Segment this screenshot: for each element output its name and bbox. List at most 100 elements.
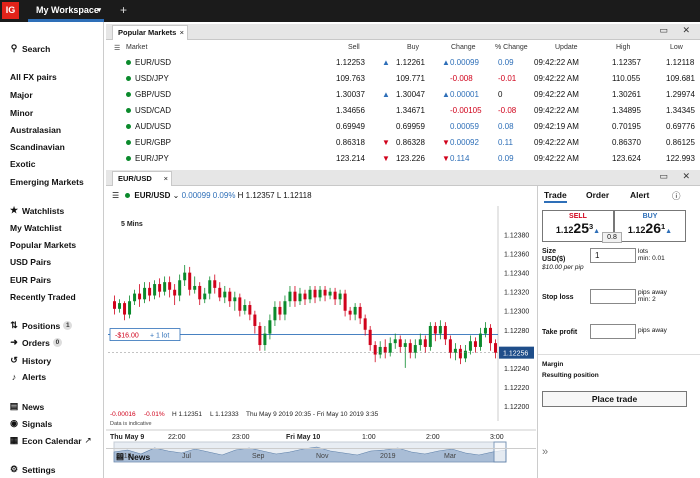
add-workspace-button[interactable]: + [120,3,128,17]
news-label: News [128,452,151,462]
ig-logo: IG [2,2,19,19]
table-row[interactable]: USD/CAD 1.34656 1.34671 -0.00105 -0.08 09:42:… [106,104,699,120]
menu-icon[interactable]: ☰ [114,45,121,52]
chart-instrument[interactable]: EUR/USD [134,191,171,200]
sidebar-item-australasian[interactable]: Australasian [10,125,62,135]
candle-body [358,306,362,319]
col-market[interactable]: Market [126,44,148,51]
bell-icon: ♪ [11,372,17,382]
sidebar-item-all-fx[interactable]: All FX pairs [10,72,57,82]
low-value: 0.86125 [666,138,695,147]
position-label-box [109,328,181,341]
tab-eurusd[interactable]: EUR/USD × [112,171,172,186]
workspace-tab[interactable]: My Workspace ▾ [28,0,104,22]
high-value: 110.055 [612,74,641,83]
navigator-label: 2019 [380,453,396,460]
gear-icon: ⚙ [9,464,19,474]
take-profit-unit[interactable]: pips away [638,327,667,334]
sidebar-positions[interactable]: ⇅ Positions 1 [9,320,73,331]
sidebar-item-major[interactable]: Major [10,90,33,100]
news-bar[interactable]: ▤ News [106,448,536,464]
sidebar-news[interactable]: ▤ News [9,401,45,412]
sidebar-item-my-watchlist[interactable]: My Watchlist [10,223,62,233]
sidebar-signals[interactable]: ◉ Signals [10,418,53,429]
time-axis-label: 1:00 [362,434,376,441]
market-name: USD/CAD [126,106,171,115]
candle-body [493,343,497,353]
candle-body [143,287,147,300]
footer-pct: -0.01% [144,411,165,418]
sidebar-alerts[interactable]: ♪ Alerts [9,372,46,382]
table-row[interactable]: EUR/JPY 123.214 ▼ 123.226 ▼ 0.114 0.09 09:42:22… [106,152,699,168]
col-high[interactable]: High [616,44,631,51]
candle-body [383,346,387,353]
sell-price: 1.12253 [336,58,365,67]
sidebar-history[interactable]: ↺ History [10,355,52,366]
close-icon[interactable]: × [163,174,168,183]
stop-loss-unit[interactable]: pips away min: 2 [638,289,667,303]
y-tick-label: 1.12380 [504,233,529,240]
time-axis-label: 22:00 [168,434,186,441]
sidebar-item-emerging[interactable]: Emerging Markets [10,177,84,187]
chart-panel-header: EUR/USD × ▭ ✕ [106,170,700,186]
sidebar-orders[interactable]: ➜ Orders 0 [9,337,62,348]
menu-icon[interactable]: ☰ [112,191,120,200]
col-low[interactable]: Low [670,44,683,51]
table-row[interactable]: AUD/USD 0.69949 0.69959 0.00059 0.08 09:42:19… [106,120,699,136]
market-name: AUD/USD [126,122,171,131]
table-row[interactable]: EUR/GBP 0.86318 ▼ 0.86328 ▼ 0.00092 0.11 09:42:… [106,136,699,152]
take-profit-input[interactable] [590,324,636,339]
candle-body [253,314,257,326]
col-change[interactable]: Change [451,44,476,51]
table-row[interactable]: USD/JPY 109.763 109.771 -0.008 -0.01 09:42:22… [106,72,699,88]
y-tick-label: 1.12280 [504,328,529,335]
candle-body [393,339,397,344]
place-trade-button[interactable]: Place trade [542,391,687,407]
close-icon[interactable]: × [179,28,184,37]
sidebar-settings[interactable]: ⚙ Settings [9,464,56,475]
col-buy[interactable]: Buy [407,44,420,51]
table-row[interactable]: GBP/USD 1.30037 ▲ 1.30047 ▲ 0.00001 0 09:42:22 … [106,88,699,104]
table-row[interactable]: EUR/USD 1.12253 ▲ 1.12261 ▲ 0.00099 0.09 09:42:… [106,56,699,72]
stop-loss-input[interactable] [590,289,636,304]
window-buttons[interactable]: ▭ ✕ [659,25,696,35]
sidebar-item-exotic[interactable]: Exotic [10,159,36,169]
y-tick-label: 1.12360 [504,252,529,259]
expand-icon[interactable]: » [542,446,549,458]
sidebar-item-usd-pairs[interactable]: USD Pairs [10,257,52,267]
candle-body [413,345,417,353]
window-buttons[interactable]: ▭ ✕ [659,171,696,181]
buy-price: 1.34671 [396,106,425,115]
sidebar-search[interactable]: ⚲ Search [10,43,51,54]
update-time: 09:42:22 AM [534,74,579,83]
sidebar-item-eur-pairs[interactable]: EUR Pairs [10,275,52,285]
sidebar-item-recent[interactable]: Recently Traded [10,292,76,302]
candle-body [288,291,292,302]
tab-alert[interactable]: Alert [630,190,650,200]
sidebar-watchlists[interactable]: ★ Watchlists [9,205,65,216]
chevron-down-icon[interactable]: ⌄ [172,191,180,200]
sidebar-item-scandinavian[interactable]: Scandinavian [10,142,65,152]
price-chart[interactable]: 1.12380 1.12360 1.12340 1.12320 1.12300 1.122… [106,206,536,468]
col-sell[interactable]: Sell [348,44,360,51]
sidebar-item-minor[interactable]: Minor [10,108,34,118]
candle-body [283,301,287,315]
buy-button[interactable]: BUY 1.12261▲ [614,210,686,242]
info-icon[interactable]: ⓘ [672,191,681,201]
candle-body [213,280,217,288]
chevron-down-icon[interactable]: ▾ [97,7,101,14]
time-axis-label: 2:00 [426,434,440,441]
sidebar-item-popular[interactable]: Popular Markets [10,240,77,250]
candle-body [308,289,312,300]
candle-body [318,289,322,298]
tab-popular-markets[interactable]: Popular Markets × [112,25,188,40]
y-tick-label: 1.12200 [504,404,529,411]
signals-icon: ◉ [10,418,18,428]
tab-trade[interactable]: Trade [544,190,567,203]
sidebar-econ-calendar[interactable]: ▦ Econ Calendar ↗ [9,435,92,446]
candle-body [138,293,142,300]
size-input[interactable]: 1 [590,248,636,263]
col-update[interactable]: Update [555,44,578,51]
col-pct-change[interactable]: % Change [495,44,528,51]
tab-order[interactable]: Order [586,190,610,200]
